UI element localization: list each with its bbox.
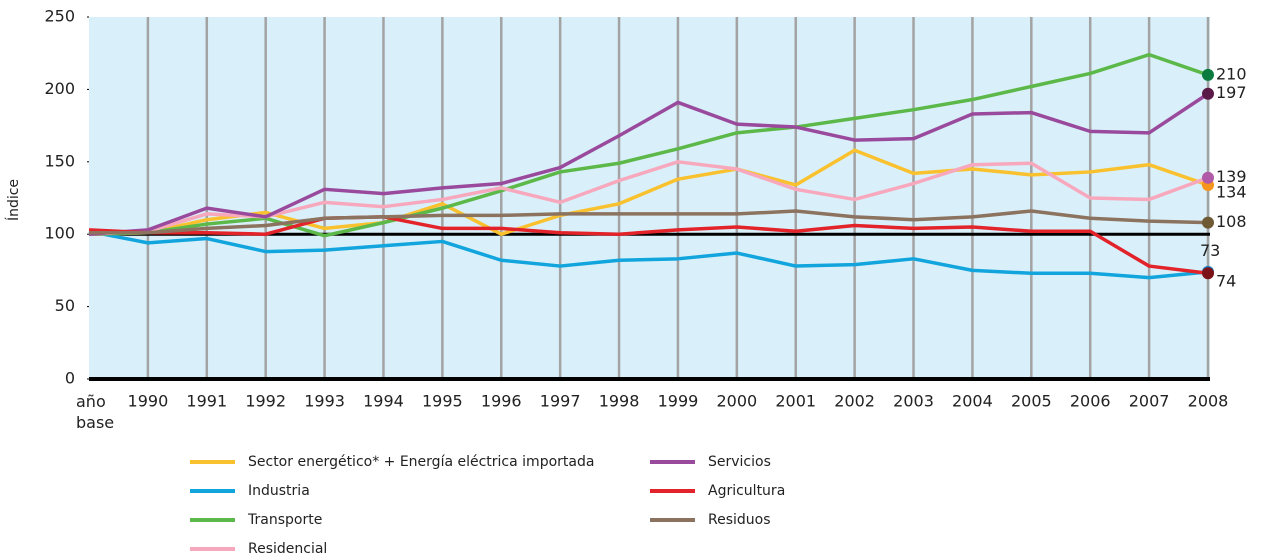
x-tick-label: 2001: [775, 392, 816, 411]
y-tick-label: 150: [44, 151, 75, 170]
x-tick-label: 1998: [599, 392, 640, 411]
x-tick-label: 2000: [716, 392, 757, 411]
x-tick-label: 2005: [1011, 392, 1052, 411]
x-tick-label: 1999: [658, 392, 699, 411]
data-label: 108: [1216, 212, 1247, 231]
data-label: 73: [1200, 241, 1220, 260]
x-tick-label: 2006: [1070, 392, 1111, 411]
x-tick-label: 1991: [186, 392, 227, 411]
legend-label: Servicios: [708, 454, 771, 470]
legend-label: Residuos: [708, 512, 771, 528]
x-tick-label: 2008: [1188, 392, 1229, 411]
legend-label: Transporte: [247, 512, 322, 528]
y-tick-label: 100: [44, 224, 75, 243]
legend-label: Agricultura: [708, 483, 785, 499]
data-label: 197: [1216, 83, 1247, 102]
plot-area: [89, 17, 1210, 379]
x-tick-label: 1992: [245, 392, 286, 411]
series-line: [89, 209, 1209, 235]
series-line: [88, 160, 1209, 236]
y-tick-label: 200: [44, 79, 75, 98]
x-tick-label: 2002: [834, 392, 875, 411]
x-tick-label: año base: [76, 392, 115, 432]
x-tick-label: 1996: [481, 392, 522, 411]
data-label: 134: [1216, 182, 1247, 201]
x-tick-label: 1993: [304, 392, 345, 411]
end-point: [1202, 171, 1214, 184]
series-line: [88, 215, 1209, 276]
x-tick-label: 1994: [363, 392, 404, 411]
series-line: [88, 92, 1209, 236]
x-tick-label: 1997: [540, 392, 581, 411]
series-line: [88, 52, 1209, 238]
end-point: [1202, 68, 1214, 81]
x-tick-label: 2004: [952, 392, 993, 411]
y-tick-label: 50: [55, 296, 75, 315]
data-label: 139: [1216, 167, 1247, 186]
end-point: [1202, 267, 1214, 280]
y-axis-label: Índice: [5, 179, 22, 221]
series-line: [88, 229, 1209, 280]
x-tick-label: 1990: [128, 392, 169, 411]
data-label: 210: [1216, 64, 1247, 83]
legend-label: Sector energético* + Energía eléctrica i…: [248, 454, 594, 470]
y-tick-label: 0: [65, 369, 75, 388]
x-tick-label: 1995: [422, 392, 463, 411]
end-point: [1202, 87, 1214, 100]
x-tick-label: 2007: [1129, 392, 1170, 411]
y-tick-label: 250: [44, 7, 75, 26]
data-label: 74: [1216, 271, 1236, 290]
end-point: [1202, 216, 1214, 229]
legend-label: Industria: [248, 483, 310, 499]
legend-label: Residencial: [248, 541, 327, 557]
x-tick-label: 2003: [893, 392, 934, 411]
